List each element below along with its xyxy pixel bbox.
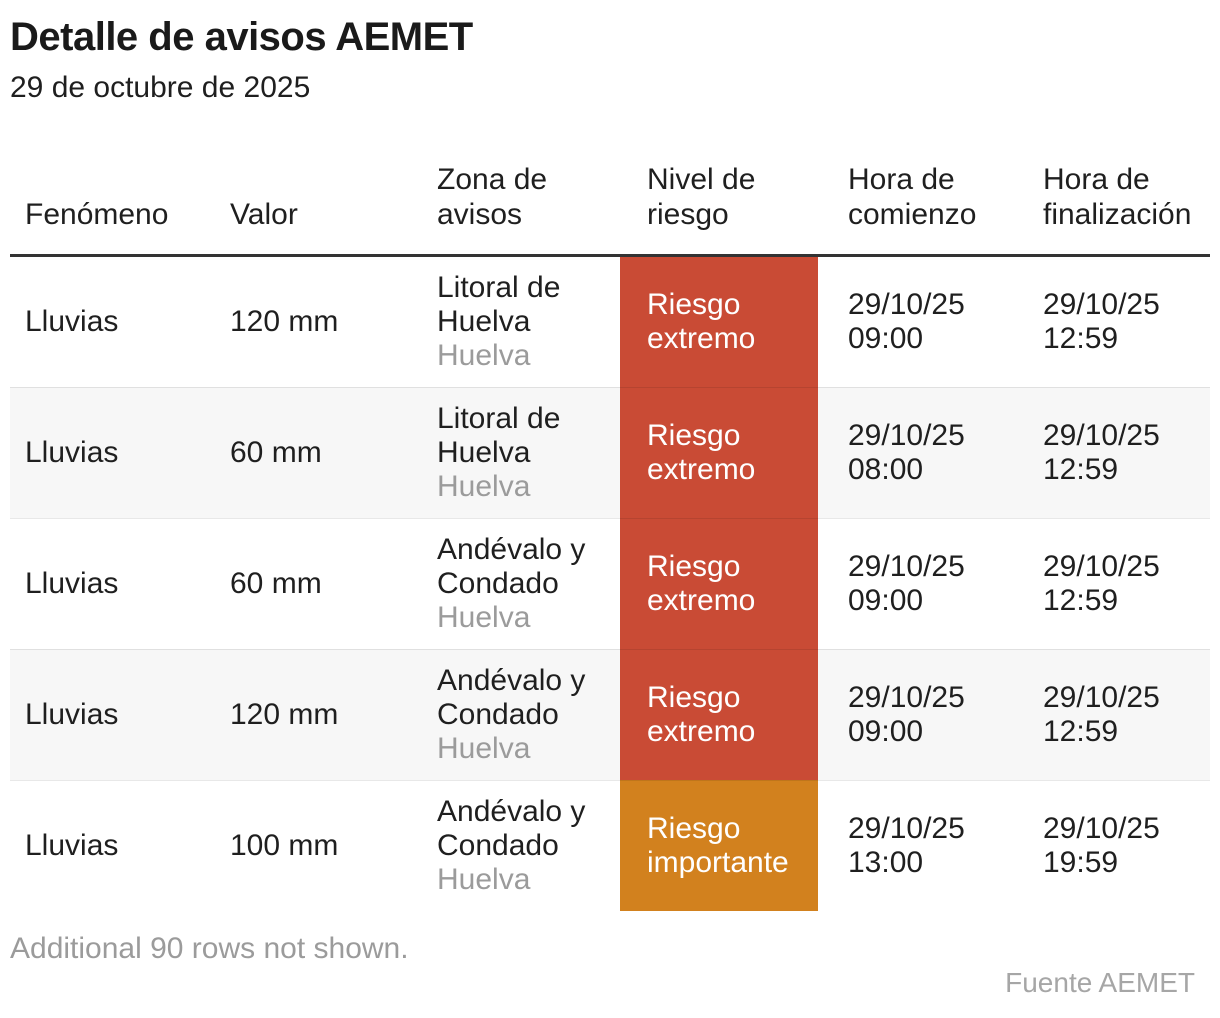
- risk-level-badge: Riesgo extremo: [620, 649, 818, 780]
- fenomeno-value: Lluvias: [25, 698, 119, 731]
- warnings-table: Fenómeno Valor Zona de avisos Nivel de r…: [10, 162, 1210, 911]
- cell-zona: Andévalo y Condado Huelva: [422, 649, 620, 780]
- cell-hora-finalizacion: 29/10/25 12:59: [1030, 257, 1210, 387]
- risk-level-badge: Riesgo extremo: [620, 257, 818, 387]
- zona-name: Andévalo y Condado: [437, 533, 586, 600]
- cell-fenomeno: Lluvias: [10, 649, 215, 780]
- zona-province: Huelva: [437, 470, 531, 503]
- cell-zona: Andévalo y Condado Huelva: [422, 780, 620, 911]
- finalizacion-value: 29/10/25 19:59: [1043, 812, 1160, 879]
- cell-hora-comienzo: 29/10/25 13:00: [818, 780, 1030, 911]
- table-row: Lluvias 120 mm Andévalo y Condado Huelva…: [10, 649, 1210, 780]
- comienzo-value: 29/10/25 09:00: [848, 288, 965, 355]
- cell-hora-comienzo: 29/10/25 09:00: [818, 518, 1030, 649]
- valor-value: 60 mm: [230, 567, 322, 600]
- risk-level-label: Riesgo extremo: [647, 419, 756, 486]
- risk-level-badge: Riesgo extremo: [620, 518, 818, 649]
- zona-province: Huelva: [437, 601, 531, 634]
- table-body: Lluvias 120 mm Litoral de Huelva Huelva …: [10, 257, 1210, 911]
- cell-hora-comienzo: 29/10/25 09:00: [818, 257, 1030, 387]
- zona-province: Huelva: [437, 339, 531, 372]
- finalizacion-value: 29/10/25 12:59: [1043, 419, 1160, 486]
- fenomeno-value: Lluvias: [25, 567, 119, 600]
- cell-valor: 120 mm: [215, 649, 422, 780]
- finalizacion-value: 29/10/25 12:59: [1043, 681, 1160, 748]
- comienzo-value: 29/10/25 09:00: [848, 681, 965, 748]
- valor-value: 120 mm: [230, 305, 339, 338]
- valor-value: 100 mm: [230, 829, 339, 862]
- cell-fenomeno: Lluvias: [10, 518, 215, 649]
- cell-hora-finalizacion: 29/10/25 12:59: [1030, 518, 1210, 649]
- risk-level-badge: Riesgo extremo: [620, 387, 818, 518]
- cell-zona: Litoral de Huelva Huelva: [422, 257, 620, 387]
- cell-valor: 60 mm: [215, 518, 422, 649]
- cell-hora-comienzo: 29/10/25 08:00: [818, 387, 1030, 518]
- finalizacion-value: 29/10/25 12:59: [1043, 550, 1160, 617]
- cell-valor: 100 mm: [215, 780, 422, 911]
- cell-fenomeno: Lluvias: [10, 780, 215, 911]
- finalizacion-value: 29/10/25 12:59: [1043, 288, 1160, 355]
- cell-zona: Andévalo y Condado Huelva: [422, 518, 620, 649]
- zona-name: Litoral de Huelva: [437, 402, 561, 469]
- zona-name: Litoral de Huelva: [437, 271, 561, 338]
- column-header-fenomeno: Fenómeno: [25, 198, 169, 231]
- zona-name: Andévalo y Condado: [437, 664, 586, 731]
- table-row: Lluvias 60 mm Litoral de Huelva Huelva R…: [10, 387, 1210, 518]
- zona-name: Andévalo y Condado: [437, 795, 586, 862]
- risk-level-label: Riesgo importante: [647, 812, 789, 879]
- comienzo-value: 29/10/25 13:00: [848, 812, 965, 879]
- risk-level-label: Riesgo extremo: [647, 288, 756, 355]
- cell-zona: Litoral de Huelva Huelva: [422, 387, 620, 518]
- cell-hora-finalizacion: 29/10/25 19:59: [1030, 780, 1210, 911]
- column-header-zona: Zona de avisos: [437, 163, 548, 231]
- source-attribution: Fuente AEMET: [1005, 967, 1195, 999]
- fenomeno-value: Lluvias: [25, 436, 119, 469]
- cell-fenomeno: Lluvias: [10, 257, 215, 387]
- valor-value: 120 mm: [230, 698, 339, 731]
- column-header-finalizacion: Hora de finalización: [1043, 163, 1192, 231]
- rows-not-shown-note: Additional 90 rows not shown.: [10, 932, 409, 965]
- table-row: Lluvias 100 mm Andévalo y Condado Huelva…: [10, 780, 1210, 911]
- zona-province: Huelva: [437, 863, 531, 896]
- fenomeno-value: Lluvias: [25, 305, 119, 338]
- cell-hora-finalizacion: 29/10/25 12:59: [1030, 649, 1210, 780]
- column-header-comienzo: Hora de comienzo: [848, 163, 977, 231]
- fenomeno-value: Lluvias: [25, 829, 119, 862]
- cell-hora-comienzo: 29/10/25 09:00: [818, 649, 1030, 780]
- cell-valor: 120 mm: [215, 257, 422, 387]
- comienzo-value: 29/10/25 08:00: [848, 419, 965, 486]
- zona-province: Huelva: [437, 732, 531, 765]
- comienzo-value: 29/10/25 09:00: [848, 550, 965, 617]
- page-subtitle: 29 de octubre de 2025: [10, 71, 311, 104]
- valor-value: 60 mm: [230, 436, 322, 469]
- cell-hora-finalizacion: 29/10/25 12:59: [1030, 387, 1210, 518]
- page-title: Detalle de avisos AEMET: [10, 15, 473, 59]
- column-header-nivel: Nivel de riesgo: [647, 163, 756, 231]
- risk-level-label: Riesgo extremo: [647, 681, 756, 748]
- column-header-valor: Valor: [230, 198, 298, 231]
- table-header-row: Fenómeno Valor Zona de avisos Nivel de r…: [10, 162, 1210, 257]
- table-row: Lluvias 120 mm Litoral de Huelva Huelva …: [10, 257, 1210, 387]
- cell-fenomeno: Lluvias: [10, 387, 215, 518]
- risk-level-label: Riesgo extremo: [647, 550, 756, 617]
- cell-valor: 60 mm: [215, 387, 422, 518]
- table-row: Lluvias 60 mm Andévalo y Condado Huelva …: [10, 518, 1210, 649]
- risk-level-badge: Riesgo importante: [620, 780, 818, 911]
